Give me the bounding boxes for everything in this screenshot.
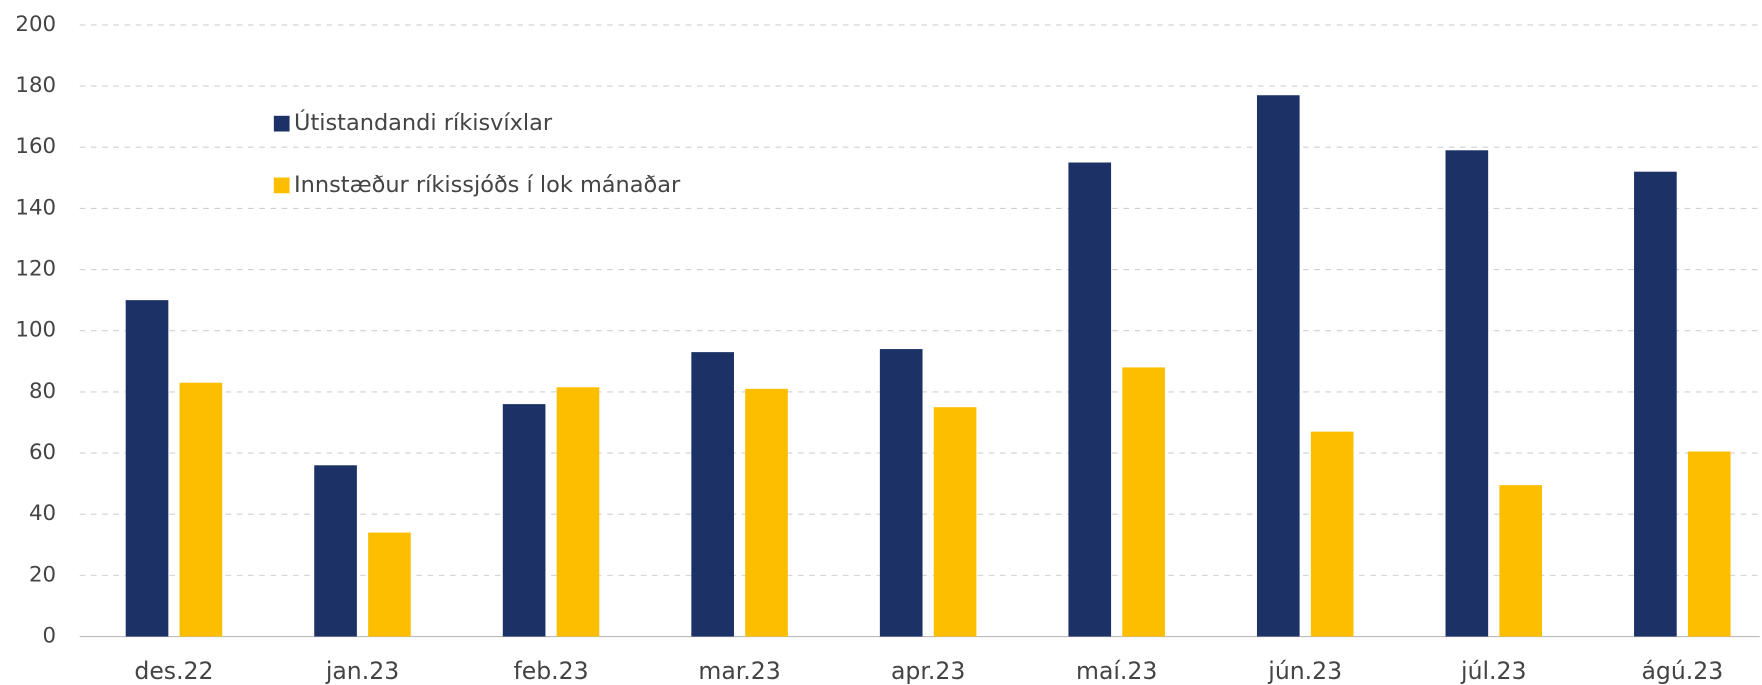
bar [1687,451,1731,637]
bar [1310,431,1354,637]
legend-label: Innstæður ríkissjóðs í lok mánaðar [294,172,681,198]
x-tick-label: des.22 [134,657,213,685]
y-tick-label: 40 [29,501,56,526]
y-tick-label: 200 [15,12,56,37]
y-tick-label: 80 [29,379,56,404]
x-tick-label: mar.23 [698,657,780,685]
x-tick-label: júl.23 [1460,657,1526,685]
x-tick-label: jan.23 [325,657,399,685]
legend-label: Útistandandi ríkisvíxlar [294,108,553,136]
y-tick-label: 140 [15,195,56,220]
bar [1445,150,1489,637]
x-tick-label: maí.23 [1076,657,1157,685]
y-tick-label: 0 [43,624,57,649]
bar [1068,162,1112,637]
bar [368,532,411,637]
bar [125,300,169,637]
x-tick-label: apr.23 [891,657,965,685]
y-tick-label: 100 [15,318,56,343]
bar [1122,367,1165,637]
bar [691,352,734,637]
bar [556,387,600,637]
y-tick-label: 180 [15,73,56,98]
x-tick-label: ágú.23 [1641,657,1723,685]
y-tick-label: 120 [15,257,56,282]
y-tick-label: 20 [29,562,56,587]
x-tick-label: jún.23 [1267,657,1342,685]
legend-swatch [273,177,290,194]
bar [879,349,923,637]
y-tick-label: 160 [15,134,56,159]
x-tick-label: feb.23 [513,657,588,685]
bar [1634,171,1677,637]
legend-swatch [273,115,290,132]
bar [179,382,223,637]
bar [1499,485,1543,637]
y-tick-label: 60 [29,440,56,465]
bar [314,465,357,637]
bar [1256,95,1300,637]
bar [745,388,788,637]
bar [502,404,546,637]
bar [933,407,977,637]
